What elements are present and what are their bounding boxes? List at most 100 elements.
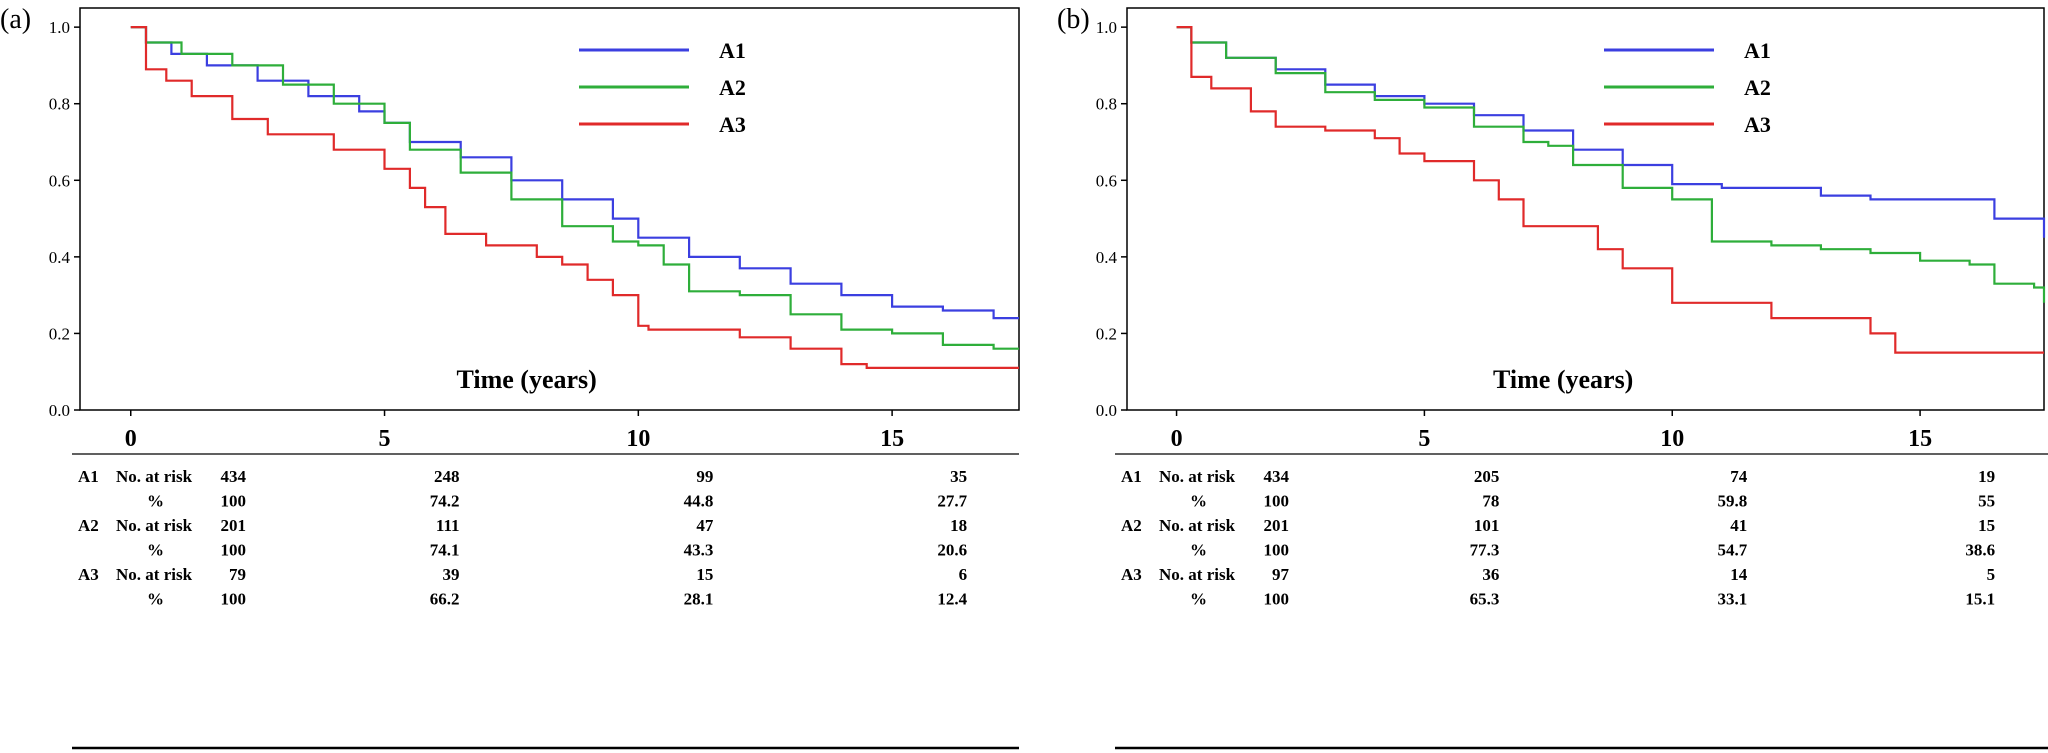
table-cell: 434 — [221, 467, 247, 486]
table-cell: 41 — [1730, 516, 1747, 535]
x-axis-title: Time (years) — [1493, 365, 1633, 394]
table-cell: 35 — [950, 467, 967, 486]
table-row-label: % — [1190, 541, 1207, 560]
table-row-label: % — [147, 541, 164, 560]
table-cell: 47 — [696, 516, 714, 535]
table-cell: 100 — [1264, 590, 1290, 609]
x-tick-label: 0 — [125, 426, 137, 452]
series-line-a1 — [1176, 26, 2046, 238]
y-tick-label: 0.6 — [49, 171, 70, 190]
panel-label: (a) — [0, 4, 31, 35]
legend-label-a1: A1 — [1744, 38, 1771, 63]
x-tick-label: 5 — [379, 426, 391, 452]
x-axis-title: Time (years) — [457, 365, 597, 394]
table-cell: 44.8 — [684, 492, 714, 511]
table-cell: 12.4 — [937, 590, 967, 609]
y-tick-label: 0.8 — [49, 95, 70, 114]
table-cell: 100 — [1264, 492, 1290, 511]
table-cell: 36 — [1482, 565, 1499, 584]
series-line-a1 — [130, 26, 1019, 320]
legend-label-a2: A2 — [1744, 75, 1771, 100]
y-tick-label: 1.0 — [49, 18, 70, 37]
y-tick-label: 0.4 — [1096, 248, 1118, 267]
table-cell: 66.2 — [430, 590, 460, 609]
legend-label-a2: A2 — [719, 75, 746, 100]
table-cell: 74.1 — [430, 541, 460, 560]
legend-label-a3: A3 — [1744, 112, 1771, 137]
table-row-label: % — [147, 590, 164, 609]
table-row-label: No. at risk — [116, 467, 193, 486]
table-cell: 14 — [1730, 565, 1748, 584]
table-cell: 20.6 — [937, 541, 967, 560]
x-tick-label: 0 — [1171, 426, 1183, 452]
table-cell: 59.8 — [1717, 492, 1747, 511]
y-tick-label: 0.6 — [1096, 171, 1117, 190]
table-cell: 201 — [221, 516, 247, 535]
y-tick-label: 0.8 — [1096, 95, 1117, 114]
table-row-label: No. at risk — [1159, 467, 1236, 486]
table-cell: 97 — [1272, 565, 1290, 584]
table-group: A1 — [78, 467, 99, 486]
x-tick-label: 15 — [1908, 426, 1932, 452]
series-line-a2 — [130, 26, 1019, 350]
series-line-a3 — [1176, 26, 2044, 354]
y-tick-label: 0.2 — [49, 324, 70, 343]
x-tick-label: 15 — [880, 426, 904, 452]
table-cell: 100 — [221, 492, 247, 511]
table-row-label: No. at risk — [1159, 565, 1236, 584]
legend-label-a3: A3 — [719, 112, 746, 137]
table-cell: 33.1 — [1717, 590, 1747, 609]
y-tick-label: 0.0 — [49, 401, 70, 420]
table-row-label: No. at risk — [116, 516, 193, 535]
y-tick-label: 1.0 — [1096, 18, 1117, 37]
table-cell: 18 — [950, 516, 967, 535]
table-cell: 248 — [434, 467, 460, 486]
table-cell: 205 — [1474, 467, 1500, 486]
series-line-a3 — [130, 26, 1019, 369]
x-tick-label: 10 — [626, 426, 650, 452]
table-cell: 77.3 — [1470, 541, 1500, 560]
table-group: A3 — [78, 565, 99, 584]
table-cell: 28.1 — [684, 590, 714, 609]
table-cell: 100 — [1264, 541, 1290, 560]
table-group: A2 — [1121, 516, 1142, 535]
plot-frame — [79, 7, 1020, 411]
table-cell: 434 — [1264, 467, 1290, 486]
table-row-label: % — [147, 492, 164, 511]
table-row-label: No. at risk — [1159, 516, 1236, 535]
x-tick-label: 10 — [1660, 426, 1684, 452]
y-tick-label: 0.4 — [49, 248, 71, 267]
table-cell: 15.1 — [1965, 590, 1995, 609]
y-tick-label: 0.0 — [1096, 401, 1117, 420]
table-group: A1 — [1121, 467, 1142, 486]
y-tick-label: 0.2 — [1096, 324, 1117, 343]
table-group: A2 — [78, 516, 99, 535]
table-cell: 100 — [221, 541, 247, 560]
table-cell: 111 — [436, 516, 460, 535]
table-cell: 74.2 — [430, 492, 460, 511]
table-cell: 38.6 — [1965, 541, 1995, 560]
table-cell: 65.3 — [1470, 590, 1500, 609]
table-cell: 54.7 — [1717, 541, 1747, 560]
table-cell: 55 — [1978, 492, 1995, 511]
plot-frame — [1126, 7, 2045, 411]
table-cell: 19 — [1978, 467, 1995, 486]
table-cell: 39 — [443, 565, 460, 584]
panel-a: (a) 0.0 0.2 0.4 0.6 0.8 1.0 0 5 10 15 Time (years) A… — [0, 4, 1020, 750]
table-cell: 27.7 — [937, 492, 967, 511]
legend-label-a1: A1 — [719, 38, 746, 63]
table-cell: 5 — [1987, 565, 1996, 584]
table-cell: 6 — [959, 565, 968, 584]
panel-label: (b) — [1057, 4, 1090, 35]
table-cell: 78 — [1482, 492, 1499, 511]
table-cell: 79 — [229, 565, 246, 584]
table-group: A3 — [1121, 565, 1142, 584]
x-tick-label: 5 — [1418, 426, 1430, 452]
table-row-label: No. at risk — [116, 565, 193, 584]
table-cell: 100 — [221, 590, 247, 609]
table-cell: 201 — [1264, 516, 1290, 535]
table-cell: 101 — [1474, 516, 1500, 535]
table-cell: 15 — [696, 565, 713, 584]
series-line-a2 — [1176, 26, 2046, 303]
